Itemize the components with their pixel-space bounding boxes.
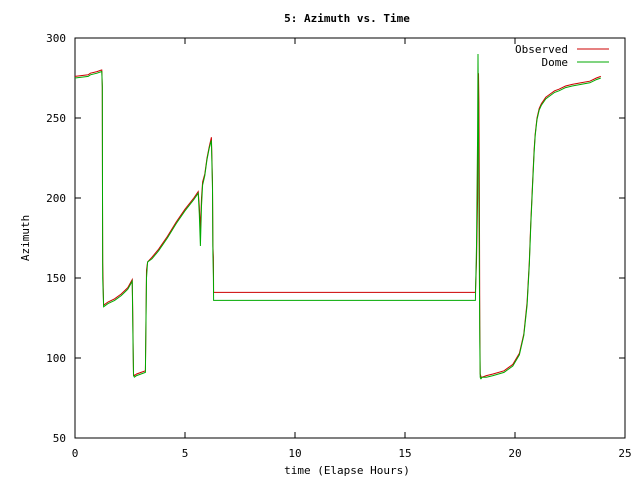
x-tick-label: 10: [288, 447, 301, 460]
x-tick-label: 25: [618, 447, 631, 460]
y-axis-label: Azimuth: [19, 215, 32, 261]
legend-label-observed: Observed: [515, 43, 568, 56]
chart-title: 5: Azimuth vs. Time: [284, 12, 410, 25]
series-line-dome: [74, 53, 601, 380]
x-tick-label: 5: [182, 447, 189, 460]
y-tick-label: 150: [46, 272, 66, 285]
y-tick-label: 50: [53, 432, 66, 445]
series-line-observed: [74, 69, 601, 378]
y-tick-label: 250: [46, 112, 66, 125]
y-tick-label: 300: [46, 32, 66, 45]
y-tick-labels: 50 100 150 200 250 300: [46, 32, 66, 445]
plot-frame: [74, 37, 626, 439]
x-tick-label: 15: [398, 447, 411, 460]
y-tick-label: 200: [46, 192, 66, 205]
x-tick-label: 20: [508, 447, 521, 460]
legend-label-dome: Dome: [542, 56, 569, 69]
x-tick-labels: 0 5 10 15 20 25: [72, 447, 632, 460]
series-lines: [74, 53, 601, 380]
x-tick-label: 0: [72, 447, 79, 460]
y-tick-label: 100: [46, 352, 66, 365]
x-axis-label: time (Elapse Hours): [284, 464, 410, 477]
tick-marks: [74, 37, 626, 439]
